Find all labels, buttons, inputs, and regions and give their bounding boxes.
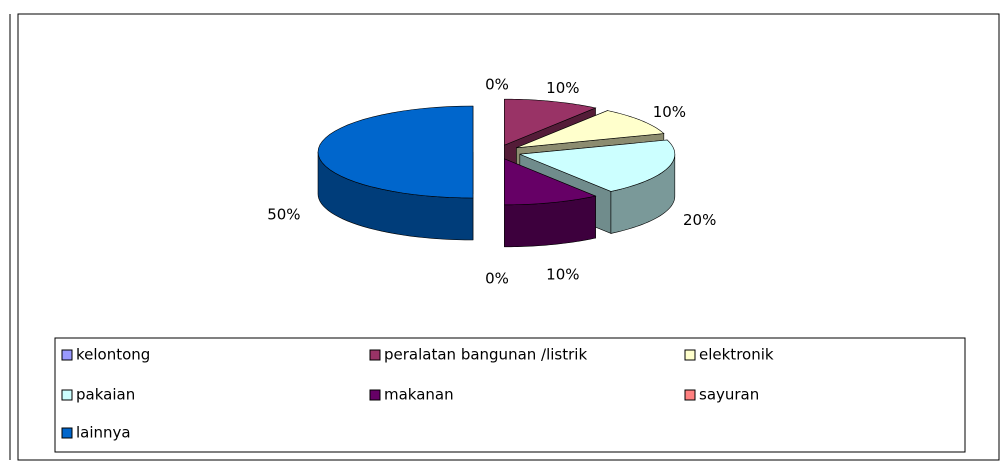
legend-box	[54, 337, 966, 453]
slice	[317, 105, 474, 241]
legend-swatch	[684, 389, 696, 401]
slice-top	[519, 139, 676, 192]
legend-label: peralatan bangunan /listrik	[384, 346, 587, 364]
legend-label: sayuran	[699, 386, 759, 404]
frame	[17, 13, 1000, 461]
slice-top	[504, 158, 597, 206]
data-label: 10%	[653, 103, 686, 121]
slice-top	[504, 98, 597, 146]
data-label: 0%	[485, 270, 509, 288]
slice	[504, 158, 597, 248]
legend-label: elektronik	[699, 346, 774, 364]
legend-swatch	[369, 349, 381, 361]
data-label: 0%	[485, 76, 509, 94]
legend-swatch	[61, 349, 73, 361]
slice-top	[317, 105, 474, 199]
data-label: 50%	[267, 206, 300, 224]
data-label: 20%	[683, 211, 716, 229]
legend-label: makanan	[384, 386, 454, 404]
legend-swatch	[369, 389, 381, 401]
legend-swatch	[61, 389, 73, 401]
slice-top	[516, 110, 665, 149]
legend-swatch	[684, 349, 696, 361]
data-label: 10%	[546, 265, 579, 283]
legend-label: lainnya	[76, 424, 131, 442]
data-label: 10%	[546, 79, 579, 97]
legend-swatch	[61, 427, 73, 439]
legend-label: pakaian	[76, 386, 135, 404]
legend-label: kelontong	[76, 346, 150, 364]
